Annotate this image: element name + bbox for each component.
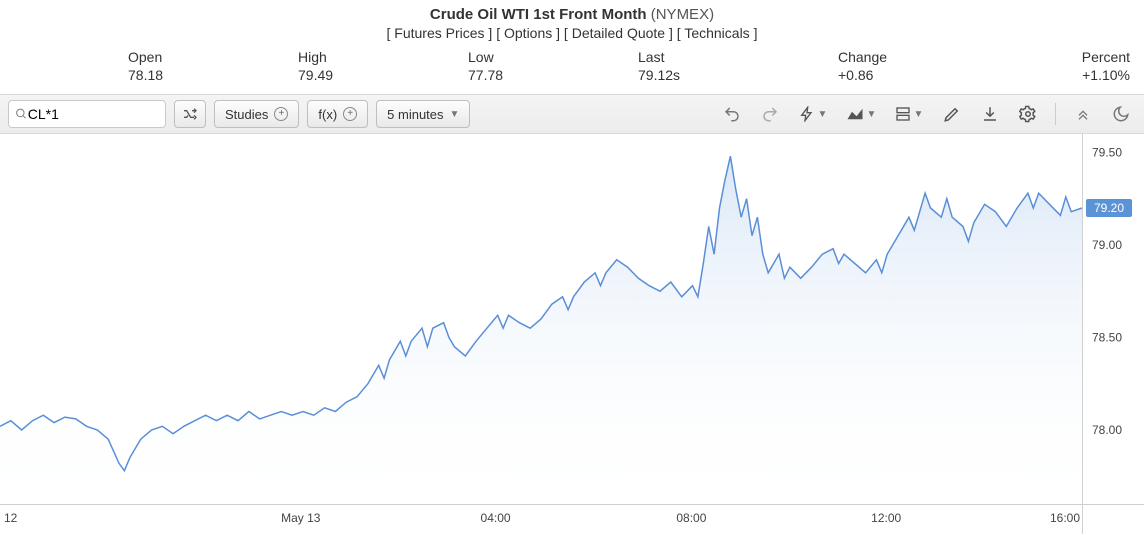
fx-button[interactable]: f(x) +	[307, 100, 368, 128]
svg-text:16:00: 16:00	[1050, 511, 1080, 525]
nav-technicals[interactable]: Technicals	[684, 25, 749, 41]
chart-area-icon	[846, 107, 864, 121]
pencil-icon	[943, 105, 961, 123]
stat-label: Last	[638, 49, 664, 67]
theme-button[interactable]	[1106, 100, 1136, 128]
moon-icon	[1112, 105, 1130, 123]
stat-value: +1.10%	[1082, 67, 1130, 85]
instrument-title: Crude Oil WTI 1st Front Month	[430, 6, 647, 23]
nav-options[interactable]: Options	[504, 25, 552, 41]
symbol-search[interactable]	[8, 100, 166, 128]
stat-label: High	[298, 49, 327, 67]
settings-button[interactable]	[1013, 100, 1043, 128]
stat-value: 78.18	[128, 67, 163, 85]
undo-button[interactable]	[717, 100, 747, 128]
svg-text:79.50: 79.50	[1092, 146, 1122, 160]
events-button[interactable]: ▼	[793, 100, 833, 128]
symbol-input[interactable]	[28, 106, 159, 122]
stat-last: Last 79.12s	[638, 49, 838, 84]
stat-change: Change +0.86	[838, 49, 1038, 84]
download-icon	[981, 105, 999, 123]
collapse-button[interactable]	[1068, 100, 1098, 128]
shuffle-icon	[182, 106, 198, 122]
undo-icon	[723, 105, 741, 123]
svg-text:04:00: 04:00	[481, 511, 511, 525]
interval-dropdown[interactable]: 5 minutes ▼	[376, 100, 470, 128]
stat-label: Open	[128, 49, 162, 67]
header: Crude Oil WTI 1st Front Month (NYMEX) [ …	[0, 0, 1144, 43]
stat-value: +0.86	[838, 67, 873, 85]
fx-label: f(x)	[318, 107, 337, 122]
nav-futures-prices[interactable]: Futures Prices	[394, 25, 484, 41]
svg-text:12:00: 12:00	[871, 511, 901, 525]
interval-label: 5 minutes	[387, 107, 443, 122]
chevron-down-icon: ▼	[450, 109, 460, 120]
svg-text:78.50: 78.50	[1092, 331, 1122, 345]
stat-value: 79.49	[298, 67, 333, 85]
separator	[1055, 103, 1056, 125]
exchange-label: (NYMEX)	[651, 6, 714, 23]
price-chart: 78.00 78.50 79.00 79.50 12 May 13 04:00 08:00 12…	[0, 134, 1144, 534]
download-button[interactable]	[975, 100, 1005, 128]
stat-percent: Percent +1.10%	[1082, 49, 1130, 84]
redo-button[interactable]	[755, 100, 785, 128]
svg-text:12: 12	[4, 511, 18, 525]
svg-text:79.20: 79.20	[1094, 201, 1124, 215]
stat-high: High 79.49	[298, 49, 468, 84]
stat-label: Change	[838, 49, 887, 67]
gear-icon	[1019, 105, 1037, 123]
plus-icon: +	[343, 107, 357, 121]
chart-toolbar: Studies + f(x) + 5 minutes ▼ ▼ ▼ ▼	[0, 94, 1144, 134]
stat-label: Percent	[1082, 49, 1130, 67]
chevron-down-icon: ▼	[914, 109, 924, 120]
svg-text:79.00: 79.00	[1092, 238, 1122, 252]
stat-value: 77.78	[468, 67, 503, 85]
chevron-down-icon: ▼	[867, 109, 877, 120]
stats-row: Open 78.18 High 79.49 Low 77.78 Last 79.…	[0, 43, 1144, 94]
lightning-icon	[799, 106, 815, 122]
svg-text:08:00: 08:00	[676, 511, 706, 525]
draw-button[interactable]	[937, 100, 967, 128]
search-icon	[15, 107, 28, 121]
display-button[interactable]: ▼	[889, 100, 929, 128]
nav-links: [ Futures Prices ] [ Options ] [ Detaile…	[0, 25, 1144, 41]
nav-detailed-quote[interactable]: Detailed Quote	[572, 25, 665, 41]
title-line: Crude Oil WTI 1st Front Month (NYMEX)	[0, 6, 1144, 23]
svg-text:78.00: 78.00	[1092, 423, 1122, 437]
stat-value: 79.12s	[638, 67, 680, 85]
plus-icon: +	[274, 107, 288, 121]
redo-icon	[761, 105, 779, 123]
chart-type-button[interactable]: ▼	[841, 100, 881, 128]
stat-open: Open 78.18	[128, 49, 298, 84]
layout-icon	[895, 106, 911, 122]
chart-area[interactable]: 78.00 78.50 79.00 79.50 12 May 13 04:00 08:00 12…	[0, 134, 1144, 534]
chevron-double-up-icon	[1075, 106, 1091, 122]
studies-label: Studies	[225, 107, 268, 122]
stat-label: Low	[468, 49, 494, 67]
stat-low: Low 77.78	[468, 49, 638, 84]
svg-text:May 13: May 13	[281, 511, 321, 525]
chevron-down-icon: ▼	[818, 109, 828, 120]
studies-button[interactable]: Studies +	[214, 100, 299, 128]
compare-button[interactable]	[174, 100, 206, 128]
